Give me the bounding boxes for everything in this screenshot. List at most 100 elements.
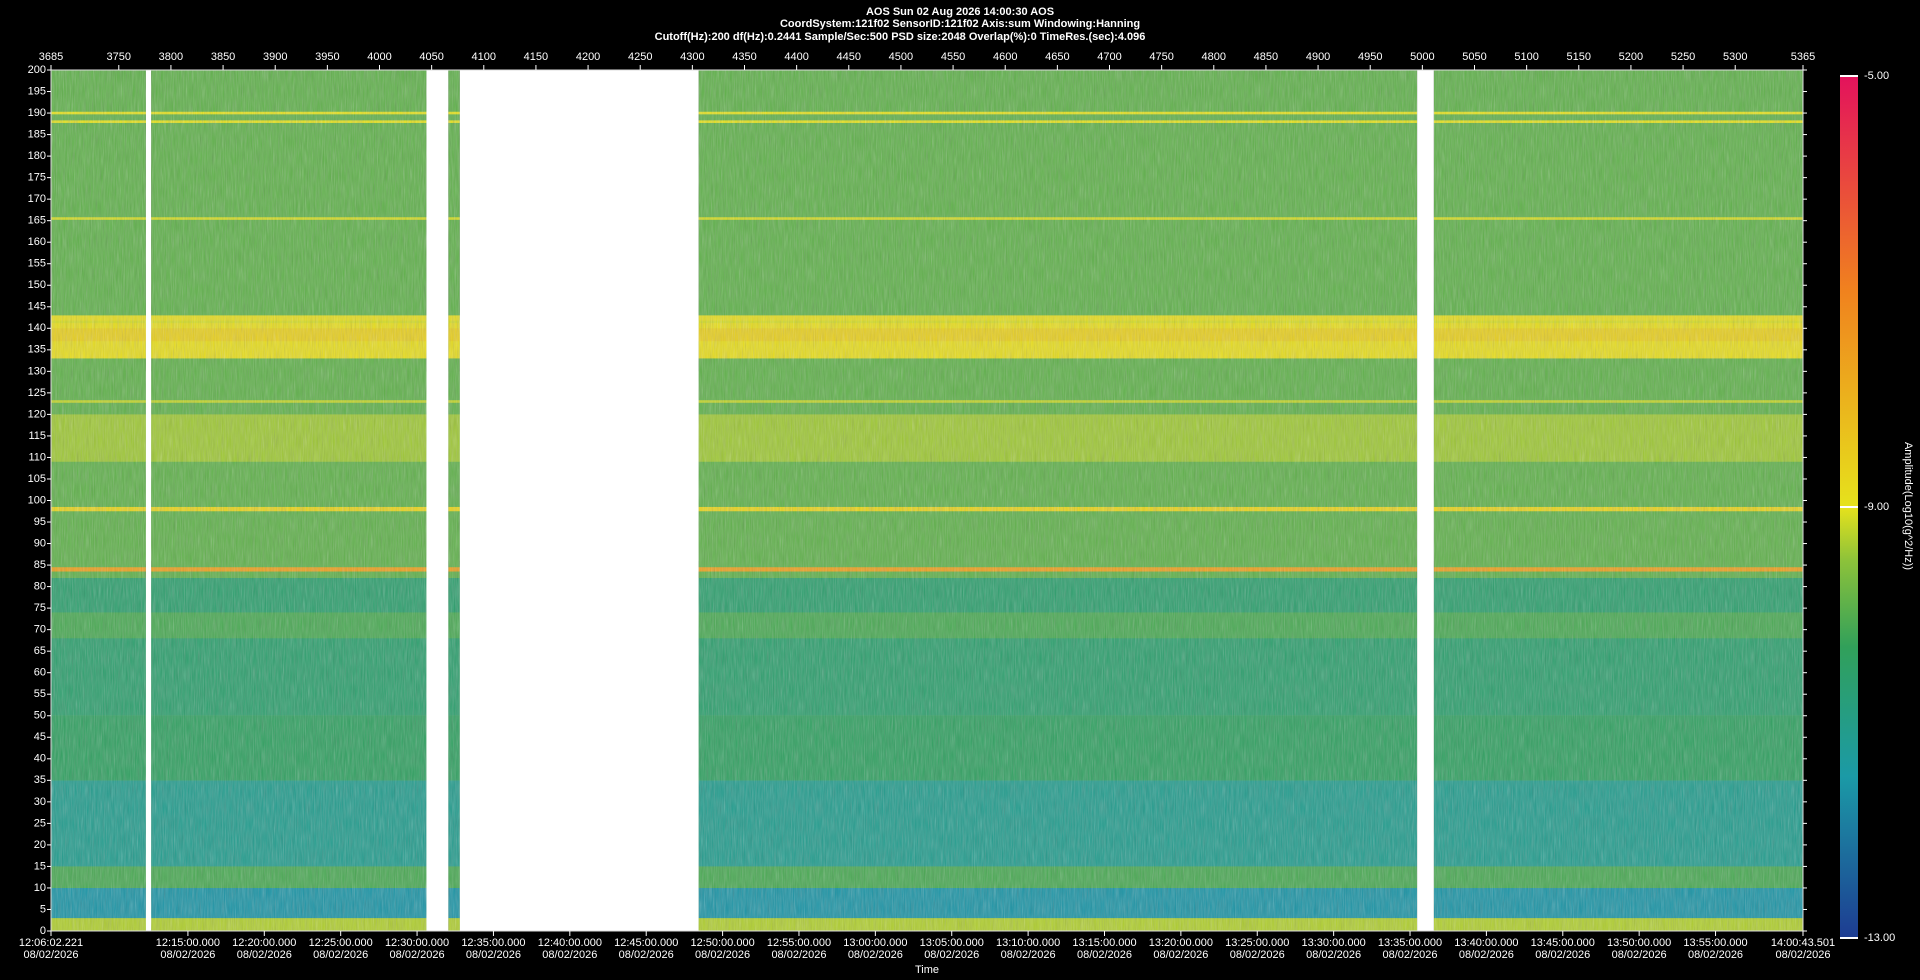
y-tick-label: 80 [34, 581, 46, 593]
y-tick-label: 165 [28, 215, 46, 227]
x2-tick-date: 08/02/2026 [1775, 949, 1830, 961]
x-tick-label: 4700 [1097, 51, 1121, 63]
data-gap [1417, 70, 1434, 931]
x2-tick-label: 12:15:00.000 [156, 937, 220, 949]
y-tick-label: 50 [34, 710, 46, 722]
y-tick-label: 130 [28, 365, 46, 377]
colorbar-tick-label: -9.00 [1864, 501, 1889, 513]
x2-tick-label: 14:00:43.501 [1771, 937, 1835, 949]
y-tick-label: 170 [28, 193, 46, 205]
x-tick-label: 3685 [39, 51, 63, 63]
y-tick-label: 60 [34, 667, 46, 679]
x2-tick-date: 08/02/2026 [1688, 949, 1743, 961]
noise-texture [51, 70, 146, 931]
x2-tick-label: 13:00:00.000 [843, 937, 907, 949]
y-tick-label: 145 [28, 301, 46, 313]
x2-tick-label: 12:35:00.000 [461, 937, 525, 949]
y-tick-label: 45 [34, 731, 46, 743]
x2-tick-date: 08/02/2026 [1535, 949, 1590, 961]
x2-tick-label: 13:25:00.000 [1225, 937, 1289, 949]
y-tick-label: 5 [40, 903, 46, 915]
x2-tick-date: 08/02/2026 [237, 949, 292, 961]
y-tick-label: 40 [34, 753, 46, 765]
x2-tick-date: 08/02/2026 [1230, 949, 1285, 961]
x2-tick-date: 08/02/2026 [313, 949, 368, 961]
y-tick-label: 25 [34, 817, 46, 829]
x-tick-label: 5000 [1410, 51, 1434, 63]
y-tick-label: 135 [28, 344, 46, 356]
x-tick-label: 4400 [784, 51, 808, 63]
y-tick-label: 10 [34, 882, 46, 894]
x-tick-label: 4050 [419, 51, 443, 63]
noise-texture [151, 70, 427, 931]
x2-tick-date: 08/02/2026 [466, 949, 521, 961]
x-axis-label: Time [915, 964, 939, 976]
x-tick-label: 3850 [211, 51, 235, 63]
y-tick-label: 125 [28, 387, 46, 399]
y-tick-label: 90 [34, 537, 46, 549]
x2-tick-date: 08/02/2026 [1306, 949, 1361, 961]
x2-tick-date: 08/02/2026 [619, 949, 674, 961]
x2-tick-label: 13:30:00.000 [1302, 937, 1366, 949]
x2-tick-label: 12:30:00.000 [385, 937, 449, 949]
x2-tick-date: 08/02/2026 [1153, 949, 1208, 961]
title-line: CoordSystem:121f02 SensorID:121f02 Axis:… [780, 18, 1140, 30]
x-tick-label: 4150 [524, 51, 548, 63]
x-tick-label: 3900 [263, 51, 287, 63]
title-line: AOS Sun 02 Aug 2026 14:00:30 AOS [866, 6, 1054, 18]
x2-tick-date: 08/02/2026 [1612, 949, 1667, 961]
x2-tick-date: 08/02/2026 [695, 949, 750, 961]
x2-tick-label: 12:06:02.221 [19, 937, 83, 949]
x2-tick-date: 08/02/2026 [848, 949, 903, 961]
y-tick-label: 105 [28, 473, 46, 485]
x-tick-label: 4100 [472, 51, 496, 63]
x2-tick-label: 13:10:00.000 [996, 937, 1060, 949]
x2-tick-label: 13:05:00.000 [920, 937, 984, 949]
x2-tick-date: 08/02/2026 [771, 949, 826, 961]
x-tick-label: 4550 [941, 51, 965, 63]
y-tick-label: 110 [28, 451, 46, 463]
x-tick-label: 5365 [1791, 51, 1815, 63]
y-tick-label: 75 [34, 602, 46, 614]
x-tick-label: 4300 [680, 51, 704, 63]
y-tick-label: 195 [28, 85, 46, 97]
noise-texture [698, 70, 1418, 931]
x2-tick-label: 12:45:00.000 [614, 937, 678, 949]
x-tick-label: 3950 [315, 51, 339, 63]
x-tick-label: 4750 [1149, 51, 1173, 63]
colorbar-label: Amplitude(Log10(g^2/Hz)) [1902, 442, 1914, 570]
x-tick-label: 5300 [1723, 51, 1747, 63]
x2-tick-label: 13:50:00.000 [1607, 937, 1671, 949]
x-tick-label: 5250 [1671, 51, 1695, 63]
x-tick-label: 3800 [159, 51, 183, 63]
x-tick-label: 4600 [993, 51, 1017, 63]
x2-tick-date: 08/02/2026 [1077, 949, 1132, 961]
y-tick-label: 150 [28, 279, 46, 291]
y-tick-label: 120 [28, 408, 46, 420]
x-tick-label: 4900 [1306, 51, 1330, 63]
y-tick-label: 190 [28, 107, 46, 119]
x-tick-label: 4800 [1202, 51, 1226, 63]
y-tick-label: 70 [34, 624, 46, 636]
x2-tick-label: 12:25:00.000 [309, 937, 373, 949]
data-gap [459, 70, 699, 931]
x2-tick-label: 12:50:00.000 [690, 937, 754, 949]
noise-texture [448, 70, 460, 931]
y-tick-label: 115 [28, 430, 46, 442]
y-tick-label: 0 [40, 925, 46, 937]
x2-tick-label: 13:45:00.000 [1531, 937, 1595, 949]
y-tick-label: 175 [28, 172, 46, 184]
y-tick-label: 55 [34, 688, 46, 700]
y-tick-label: 20 [34, 839, 46, 851]
x-tick-label: 4950 [1358, 51, 1382, 63]
y-tick-label: 180 [28, 150, 46, 162]
y-tick-label: 35 [34, 774, 46, 786]
colorbar-tick-label: -13.00 [1864, 932, 1895, 944]
x2-tick-date: 08/02/2026 [390, 949, 445, 961]
x2-tick-date: 08/02/2026 [23, 949, 78, 961]
y-tick-label: 155 [28, 258, 46, 270]
y-tick-label: 185 [28, 128, 46, 140]
y-tick-label: 100 [28, 494, 46, 506]
